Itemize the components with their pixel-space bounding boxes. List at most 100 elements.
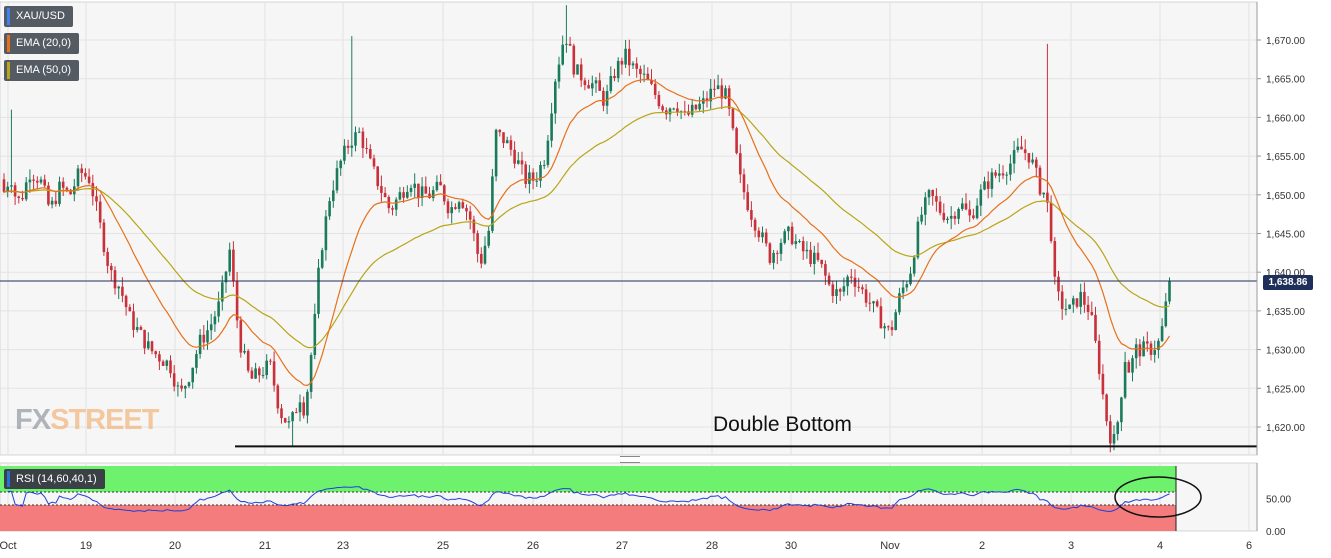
candle-body: [975, 205, 979, 219]
legend-ema50[interactable]: EMA (50,0): [4, 60, 80, 81]
candle-body: [361, 131, 365, 148]
candle-body: [927, 190, 931, 198]
candle-body: [613, 75, 616, 79]
candle-body: [17, 196, 21, 199]
y-tick-label: 1,650.00: [1266, 191, 1305, 202]
candle-body: [139, 327, 143, 330]
candle-body: [180, 385, 183, 389]
x-tick-label: 28: [706, 540, 718, 552]
candle-body: [879, 306, 883, 329]
candle-body: [901, 287, 905, 294]
candle-body: [631, 63, 635, 66]
rsi-line: [7, 486, 1170, 513]
candle-body: [790, 226, 794, 245]
candle-body: [1031, 159, 1034, 163]
y-tick-label: 1,665.00: [1266, 75, 1305, 86]
candle-body: [949, 215, 953, 219]
candle-body: [591, 83, 594, 89]
candle-body: [961, 203, 964, 209]
x-tick-label: Nov: [880, 540, 900, 552]
candle-body: [291, 412, 294, 422]
fxstreet-logo: FXSTREET: [15, 404, 159, 437]
candle-body: [221, 282, 224, 302]
legend-ema20[interactable]: EMA (20,0): [4, 33, 80, 54]
candle-body: [853, 277, 857, 287]
candle-body: [1072, 298, 1075, 305]
candle-body: [206, 330, 209, 343]
candle-body: [502, 132, 505, 144]
candle-body: [972, 215, 975, 219]
candle-body: [36, 180, 39, 183]
candle-body: [1016, 146, 1020, 151]
candle-body: [50, 200, 54, 205]
candle-body: [32, 179, 35, 181]
candle-body: [753, 219, 757, 231]
candle-body: [616, 60, 620, 79]
pane-resize-handle[interactable]: [620, 456, 640, 463]
candle-body: [550, 113, 553, 141]
candle-body: [406, 191, 409, 198]
candle-body: [739, 153, 742, 175]
candle-body: [202, 334, 206, 343]
candle-body: [772, 252, 775, 263]
candle-body: [380, 186, 383, 193]
candle-body: [731, 108, 735, 129]
legend-swatch: [7, 8, 10, 25]
candle-body: [195, 354, 198, 368]
candle-body: [546, 140, 550, 165]
candle-body: [1064, 308, 1068, 310]
candle-body: [964, 203, 968, 210]
candle-body: [579, 64, 583, 81]
legend-symbol[interactable]: XAU/USD: [4, 6, 73, 27]
legend-symbol-label: XAU/USD: [16, 10, 65, 22]
candle-body: [1097, 340, 1101, 374]
candle-body: [483, 245, 487, 264]
candle-body: [424, 186, 428, 194]
candle-body: [10, 185, 13, 187]
candle-body: [1020, 146, 1023, 150]
candle-body: [824, 264, 827, 276]
candle-body: [864, 289, 868, 303]
candle-body: [668, 108, 672, 115]
candle-body: [642, 73, 646, 75]
candle-body: [994, 172, 997, 176]
candle-body: [1049, 202, 1053, 242]
candle-body: [443, 185, 446, 202]
candle-body: [239, 320, 243, 353]
candle-body: [602, 90, 605, 106]
candle-body: [243, 350, 246, 353]
candle-body: [121, 286, 124, 296]
candle-body: [776, 252, 779, 254]
candle-body: [283, 418, 287, 423]
candle-body: [376, 166, 379, 187]
candle-body: [1053, 241, 1057, 277]
candle-body: [1075, 298, 1079, 307]
candle-body: [287, 421, 291, 423]
candle-body: [868, 302, 872, 304]
candle-body: [383, 192, 387, 197]
candle-body: [39, 179, 43, 183]
candle-body: [402, 192, 405, 198]
candle-body: [813, 252, 816, 265]
candle-body: [990, 172, 994, 189]
candle-body: [128, 307, 132, 312]
candle-body: [332, 190, 335, 202]
legend-rsi[interactable]: RSI (14,60,40,1): [4, 469, 105, 489]
candle-body: [705, 98, 709, 102]
candle-body: [369, 148, 372, 159]
legend-ema20-label: EMA (20,0): [16, 37, 72, 49]
rsi-oversold-zone: [0, 505, 1176, 531]
candle-body: [650, 79, 653, 84]
y-tick-label: 1,640.00: [1266, 268, 1305, 279]
candle-body: [454, 207, 457, 209]
candle-body: [147, 341, 150, 349]
candle-body: [494, 129, 498, 177]
candle-body: [61, 181, 65, 188]
candle-body: [258, 368, 261, 376]
candle-body: [635, 63, 638, 69]
candle-body: [446, 201, 450, 214]
candle-body: [1023, 149, 1027, 154]
logo-part-street: STREET: [50, 404, 159, 436]
candle-body: [779, 242, 783, 254]
